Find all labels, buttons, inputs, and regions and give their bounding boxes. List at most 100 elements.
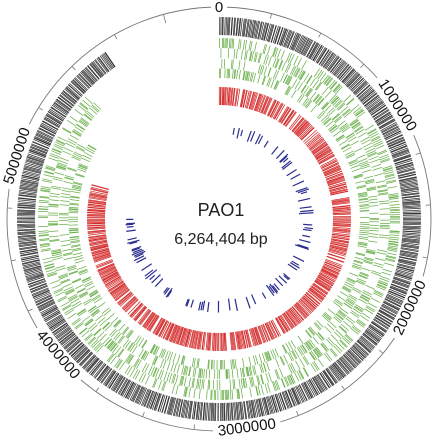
feature-mark — [294, 372, 300, 382]
feature-mark — [324, 76, 332, 85]
feature-mark — [341, 144, 351, 150]
feature-mark — [268, 396, 274, 414]
feature-mark — [358, 87, 373, 100]
feature-mark — [234, 69, 237, 79]
feature-mark — [313, 282, 329, 294]
feature-mark — [78, 120, 88, 128]
feature-mark — [88, 196, 107, 201]
feature-mark — [332, 224, 351, 227]
feature-mark — [343, 335, 351, 344]
feature-mark — [328, 79, 336, 89]
feature-mark — [329, 185, 347, 192]
feature-mark — [82, 278, 92, 284]
feature-mark — [69, 238, 80, 241]
feature-mark — [297, 82, 303, 91]
feature-mark — [309, 287, 325, 299]
feature-mark — [70, 240, 80, 243]
feature-mark — [142, 312, 154, 328]
feature-mark — [23, 166, 42, 172]
feature-mark — [107, 340, 115, 349]
feature-mark — [325, 172, 343, 180]
feature-mark — [258, 354, 263, 364]
feature-mark — [25, 160, 43, 167]
feature-mark — [264, 323, 273, 340]
feature-mark — [359, 226, 370, 228]
feature-mark — [368, 101, 385, 113]
feature-mark — [354, 343, 369, 356]
feature-mark — [253, 327, 260, 345]
feature-mark — [402, 227, 421, 230]
feature-mark — [273, 380, 278, 391]
feature-mark — [101, 271, 118, 281]
feature-mark — [72, 79, 86, 93]
feature-mark — [369, 158, 380, 164]
feature-mark — [153, 393, 161, 411]
feature-mark — [279, 28, 287, 46]
feature-mark — [207, 332, 211, 351]
feature-mark — [160, 321, 170, 338]
feature-mark — [66, 339, 81, 352]
feature-mark — [332, 202, 351, 206]
feature-mark — [373, 318, 390, 329]
feature-mark — [226, 87, 229, 106]
feature-mark — [166, 361, 171, 371]
feature-mark — [318, 155, 336, 165]
feature-mark — [262, 362, 267, 373]
feature-mark — [355, 128, 365, 135]
feature-mark — [400, 250, 419, 254]
feature-mark — [43, 118, 60, 129]
feature-mark — [155, 346, 160, 356]
feature-mark — [332, 83, 340, 92]
feature-mark — [93, 342, 101, 350]
feature-mark — [78, 291, 88, 297]
feature-mark — [356, 84, 371, 98]
feature-mark — [309, 352, 316, 361]
feature-mark — [346, 351, 360, 365]
feature-mark — [180, 328, 187, 346]
feature-mark — [335, 313, 344, 321]
feature-mark — [396, 163, 414, 170]
feature-mark — [157, 369, 163, 379]
feature-mark — [334, 299, 343, 306]
feature-mark — [352, 344, 367, 358]
feature-mark — [338, 326, 347, 334]
feature-mark — [297, 244, 309, 249]
feature-mark — [212, 402, 215, 421]
feature-mark — [90, 246, 109, 252]
feature-mark — [389, 286, 407, 294]
feature-mark — [69, 236, 80, 239]
feature-mark — [250, 72, 254, 82]
feature-mark — [345, 72, 359, 87]
feature-mark — [378, 310, 395, 321]
feature-mark — [323, 167, 341, 175]
feature-mark — [355, 321, 365, 328]
feature-mark — [88, 359, 102, 375]
feature-mark — [185, 400, 190, 419]
feature-mark — [268, 321, 277, 339]
feature-mark — [300, 84, 307, 93]
feature-mark — [247, 19, 252, 38]
feature-mark — [350, 327, 359, 335]
feature-mark — [211, 332, 214, 351]
feature-mark — [368, 198, 378, 201]
feature-mark — [357, 192, 368, 196]
feature-mark — [373, 142, 384, 148]
feature-mark — [300, 383, 310, 400]
feature-mark — [253, 51, 257, 62]
feature-mark — [40, 190, 51, 193]
track-4 — [86, 86, 352, 352]
minor-tick — [27, 308, 33, 312]
feature-mark — [111, 374, 122, 391]
feature-mark — [332, 206, 351, 210]
feature-mark — [364, 178, 375, 182]
feature-mark — [371, 270, 382, 275]
feature-mark — [351, 121, 361, 128]
feature-mark — [258, 53, 262, 64]
feature-mark — [321, 160, 338, 170]
feature-mark — [285, 52, 291, 62]
feature-mark — [149, 391, 157, 410]
feature-mark — [261, 397, 267, 416]
feature-mark — [314, 147, 331, 158]
feature-mark — [373, 291, 384, 297]
feature-mark — [368, 325, 384, 337]
